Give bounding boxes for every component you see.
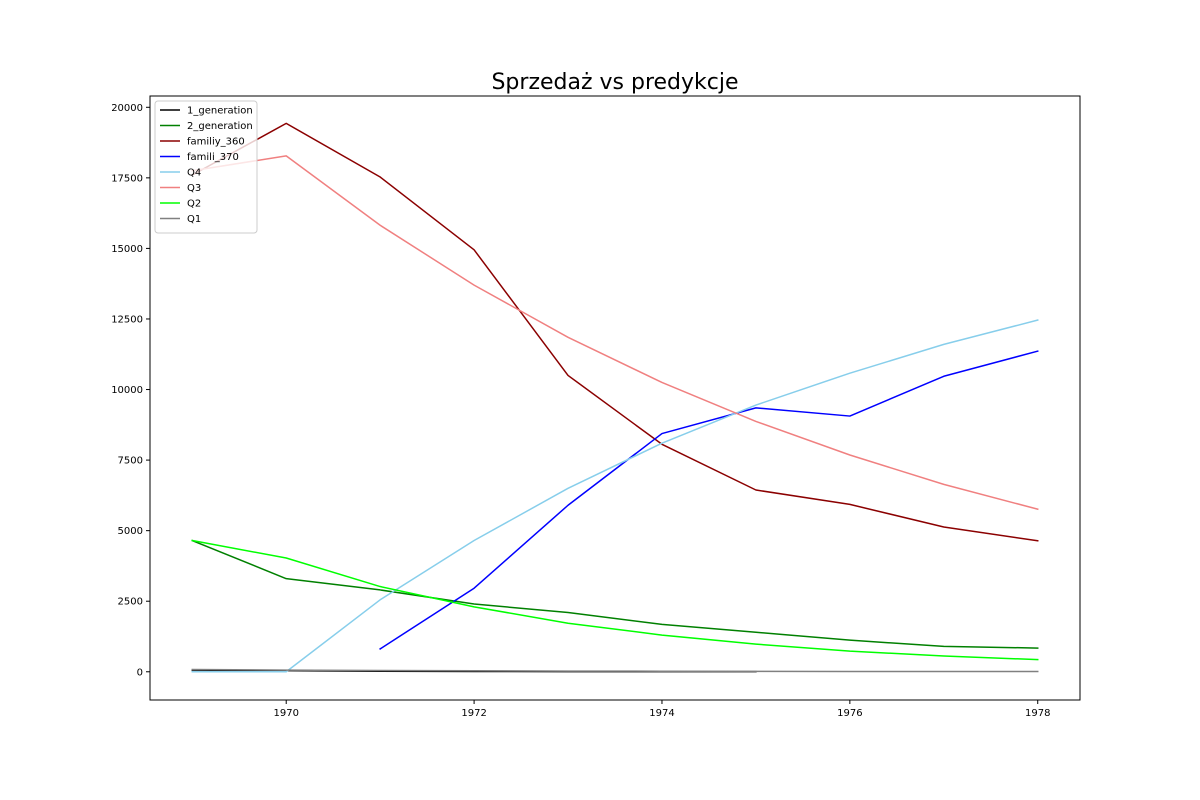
y-tick-label: 12500 [111, 314, 143, 325]
legend-label-Q1: Q1 [187, 214, 201, 225]
y-tick-label: 10000 [111, 385, 143, 396]
legend-box [154, 100, 258, 234]
axes: 1970 1972 1974 1976 1978 0 2500 5000 7500 10000 12… [111, 95, 1081, 719]
y-tick-label: 5000 [118, 526, 143, 537]
chart-title: Sprzedaż vs predykcje [491, 70, 738, 95]
x-tick-label: 1978 [1025, 708, 1050, 719]
y-tick-label: 20000 [111, 103, 143, 114]
legend-label-Q4: Q4 [187, 168, 201, 179]
legend-label-famili_370: famili_370 [187, 152, 239, 163]
legend-label-2_generation: 2_generation [187, 121, 253, 132]
series-line-Q1 [191, 668, 1039, 673]
legend-label-familiy_360: familiy_360 [187, 137, 245, 148]
x-tick-label: 1974 [649, 708, 674, 719]
plot-frame [149, 95, 1081, 701]
y-tick-label: 7500 [118, 456, 143, 467]
x-tick-label: 1972 [461, 708, 486, 719]
series-line-famili_370 [379, 350, 1039, 650]
y-tick-label: 0 [137, 667, 143, 678]
series-line-Q2 [191, 539, 1039, 661]
legend-label-1_generation: 1_generation [187, 106, 253, 117]
y-tick-label: 2500 [118, 597, 143, 608]
y-tick-label: 15000 [111, 244, 143, 255]
y-tick-label: 17500 [111, 173, 143, 184]
series-line-2_generation [191, 539, 1039, 649]
legend-label-Q3: Q3 [187, 183, 201, 194]
x-tick-label: 1970 [273, 708, 298, 719]
series-line-Q3 [191, 155, 1039, 511]
legend-label-Q2: Q2 [187, 199, 201, 210]
x-tick-label: 1976 [837, 708, 862, 719]
plot-area [191, 122, 1039, 673]
series-line-Q4 [191, 319, 1039, 673]
series-line-familiy_360 [191, 122, 1039, 542]
legend: 1_generation 2_generation familiy_360famil… [154, 100, 258, 234]
